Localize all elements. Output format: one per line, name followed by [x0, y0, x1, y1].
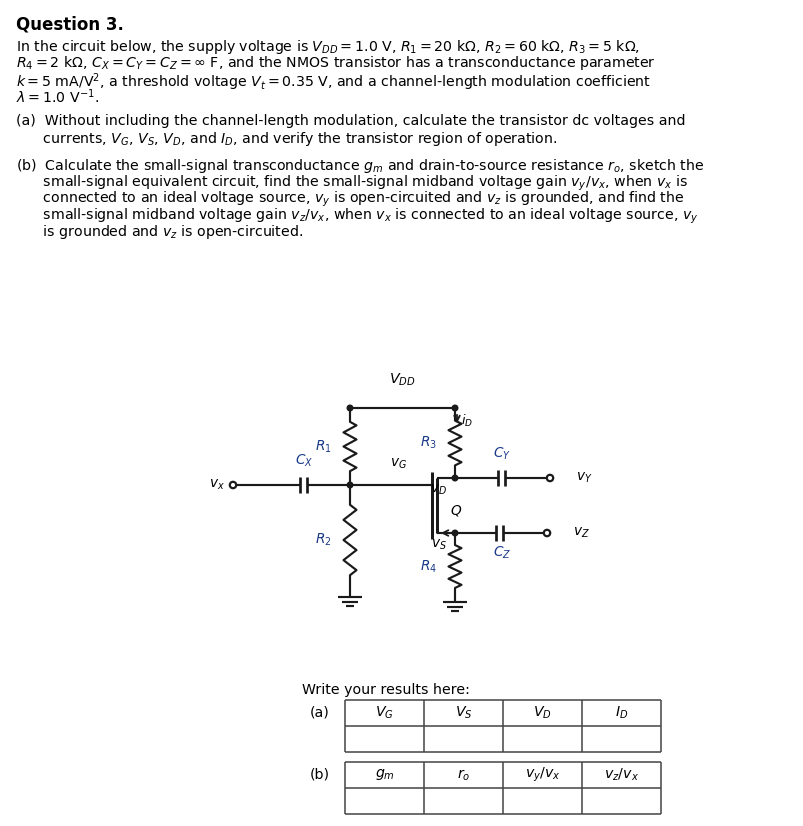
Text: $I_D$: $I_D$	[614, 705, 627, 721]
Circle shape	[347, 482, 353, 488]
Text: $R_2$: $R_2$	[315, 532, 332, 548]
Text: $R_4$: $R_4$	[419, 558, 437, 575]
Text: $C_Y$: $C_Y$	[492, 445, 510, 462]
Text: $k = 5$ mA/V$^2$, a threshold voltage $V_t = 0.35$ V, and a channel-length modul: $k = 5$ mA/V$^2$, a threshold voltage $V…	[16, 71, 650, 93]
Text: $R_3$: $R_3$	[420, 434, 437, 451]
Text: $\lambda = 1.0$ V$^{-1}$.: $\lambda = 1.0$ V$^{-1}$.	[16, 88, 99, 106]
Text: $v_z/v_x$: $v_z/v_x$	[603, 767, 638, 783]
Text: (b): (b)	[310, 768, 329, 782]
Text: In the circuit below, the supply voltage is $V_{DD} = 1.0$ V, $R_1 = 20$ k$\Omeg: In the circuit below, the supply voltage…	[16, 38, 639, 56]
Text: small-signal midband voltage gain $v_z/v_x$, when $v_x$ is connected to an ideal: small-signal midband voltage gain $v_z/v…	[16, 206, 698, 225]
Text: $C_Z$: $C_Z$	[492, 545, 511, 562]
Text: $v_G$: $v_G$	[389, 457, 406, 471]
Text: $V_G$: $V_G$	[375, 705, 393, 721]
Text: $R_1$: $R_1$	[315, 439, 332, 454]
Text: small-signal equivalent circuit, find the small-signal midband voltage gain $v_y: small-signal equivalent circuit, find th…	[16, 173, 687, 192]
Circle shape	[543, 529, 549, 536]
Text: $R_4 = 2$ k$\Omega$, $C_X = C_Y = C_Z = \infty$ F, and the NMOS transistor has a: $R_4 = 2$ k$\Omega$, $C_X = C_Y = C_Z = …	[16, 55, 655, 73]
Text: is grounded and $v_z$ is open-circuited.: is grounded and $v_z$ is open-circuited.	[16, 223, 303, 241]
Text: (a): (a)	[310, 706, 329, 720]
Text: $v_y/v_x$: $v_y/v_x$	[524, 766, 560, 784]
Text: $C_X$: $C_X$	[295, 453, 312, 469]
Text: $r_o$: $r_o$	[456, 767, 470, 783]
Text: (a)  Without including the channel-length modulation, calculate the transistor d: (a) Without including the channel-length…	[16, 114, 685, 128]
Circle shape	[230, 482, 236, 488]
Circle shape	[451, 406, 457, 411]
Text: $v_D$: $v_D$	[430, 483, 446, 497]
Text: $v_Z$: $v_Z$	[573, 526, 589, 540]
Circle shape	[451, 530, 457, 536]
Text: (b)  Calculate the small-signal transconductance $g_m$ and drain-to-source resis: (b) Calculate the small-signal transcond…	[16, 157, 703, 175]
Text: $v_x$: $v_x$	[209, 477, 225, 492]
Text: $Q$: $Q$	[450, 503, 462, 518]
Text: Write your results here:: Write your results here:	[302, 683, 469, 697]
Circle shape	[347, 406, 353, 411]
Text: $v_S$: $v_S$	[430, 538, 446, 553]
Text: $V_D$: $V_D$	[532, 705, 551, 721]
Text: currents, $V_G$, $V_S$, $V_D$, and $I_D$, and verify the transistor region of op: currents, $V_G$, $V_S$, $V_D$, and $I_D$…	[16, 131, 556, 149]
Circle shape	[546, 475, 552, 482]
Text: $V_{DD}$: $V_{DD}$	[389, 372, 415, 388]
Text: Question 3.: Question 3.	[16, 16, 124, 34]
Text: $g_m$: $g_m$	[374, 767, 394, 782]
Text: $v_Y$: $v_Y$	[575, 471, 592, 485]
Text: $V_S$: $V_S$	[454, 705, 471, 721]
Circle shape	[451, 475, 457, 481]
Text: $i_D$: $i_D$	[460, 413, 472, 429]
Text: connected to an ideal voltage source, $v_y$ is open-circuited and $v_z$ is groun: connected to an ideal voltage source, $v…	[16, 190, 683, 209]
